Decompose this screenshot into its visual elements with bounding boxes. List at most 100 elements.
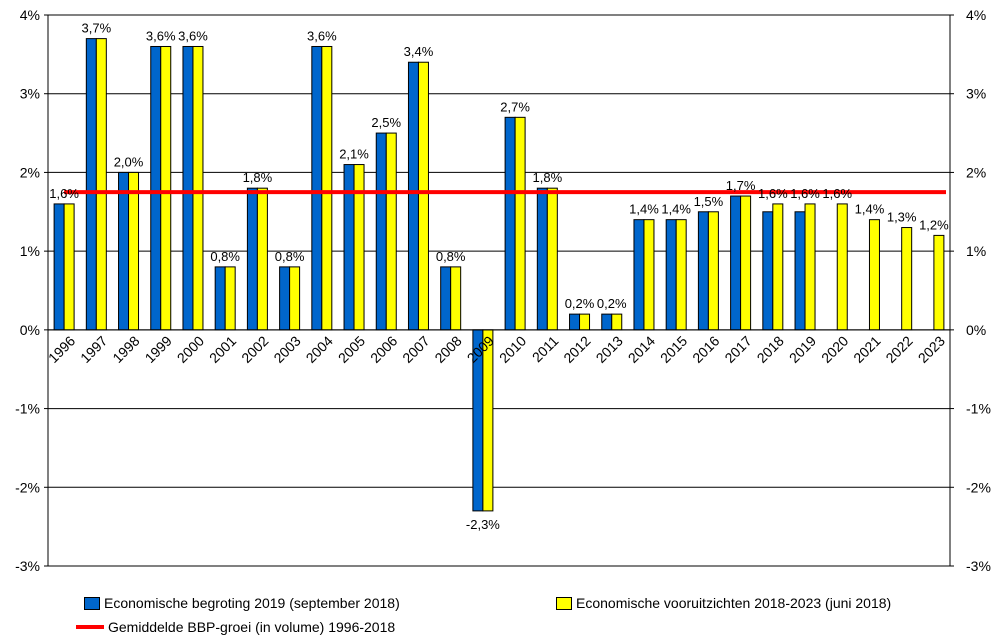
data-label: 1,6% bbox=[822, 186, 852, 201]
bar-series-2 bbox=[192, 45, 204, 331]
x-tick-label: 2000 bbox=[174, 333, 207, 366]
legend-item-series-2: Economische vooruitzichten 2018-2023 (ju… bbox=[556, 595, 891, 611]
bar-series-1 bbox=[85, 38, 97, 331]
x-tick-label: 2008 bbox=[431, 333, 464, 366]
data-label: 1,8% bbox=[533, 170, 563, 185]
y-tick-label-right: 0% bbox=[966, 322, 986, 338]
data-label: 0,8% bbox=[275, 249, 305, 264]
bar-series-2 bbox=[707, 211, 719, 331]
x-tick-label: 2006 bbox=[367, 333, 400, 366]
bar-series-1 bbox=[279, 266, 291, 331]
x-tick-label: 1997 bbox=[77, 333, 110, 366]
y-tick-label-right: 3% bbox=[966, 86, 986, 102]
bar-series-2 bbox=[740, 195, 752, 331]
legend-swatch-series-1 bbox=[84, 596, 100, 610]
x-tick-label: 2017 bbox=[721, 333, 754, 366]
legend-swatch-series-2 bbox=[556, 596, 572, 610]
y-tick-label-left: 1% bbox=[20, 243, 40, 259]
x-tick-label: 2001 bbox=[206, 333, 239, 366]
bar-series-2 bbox=[546, 187, 558, 331]
x-tick-label: 2014 bbox=[625, 333, 658, 366]
data-label: 1,4% bbox=[629, 202, 659, 217]
x-tick-label: 2004 bbox=[303, 333, 336, 366]
data-label: -2,3% bbox=[466, 517, 500, 532]
bar-series-2 bbox=[482, 329, 494, 512]
data-label: 3,4% bbox=[404, 44, 434, 59]
data-label: 0,2% bbox=[597, 296, 627, 311]
data-label: 1,5% bbox=[694, 194, 724, 209]
bar-series-1 bbox=[407, 61, 419, 331]
data-label: 1,2% bbox=[919, 217, 949, 232]
bar-series-2 bbox=[675, 219, 687, 331]
bar-series-2 bbox=[417, 61, 429, 331]
data-label: 2,7% bbox=[500, 99, 530, 114]
x-tick-label: 2011 bbox=[529, 333, 562, 366]
data-label: 3,6% bbox=[307, 28, 337, 43]
bar-series-2 bbox=[353, 164, 365, 331]
x-tick-label: 2015 bbox=[657, 333, 690, 366]
bar-series-1 bbox=[343, 164, 355, 331]
x-tick-label: 1998 bbox=[109, 333, 142, 366]
legend-item-average: Gemiddelde BBP-groei (in volume) 1996-20… bbox=[76, 619, 395, 635]
data-label: 3,6% bbox=[178, 28, 208, 43]
x-tick-label: 2013 bbox=[593, 333, 626, 366]
x-tick-label: 2022 bbox=[882, 333, 915, 366]
bar-series-2 bbox=[256, 187, 268, 331]
axes bbox=[47, 15, 951, 566]
data-label: 1,4% bbox=[661, 202, 691, 217]
data-label: 1,4% bbox=[855, 202, 885, 217]
y-tick-label-right: 1% bbox=[966, 243, 986, 259]
x-tick-label: 2012 bbox=[560, 333, 593, 366]
data-label: 0,8% bbox=[436, 249, 466, 264]
bar-series-1 bbox=[311, 45, 323, 331]
data-label: 2,5% bbox=[371, 115, 401, 130]
bar-series-2 bbox=[385, 132, 397, 331]
data-label: 1,3% bbox=[887, 210, 917, 225]
bar-series-2 bbox=[643, 219, 655, 331]
bar-series-2 bbox=[514, 116, 526, 331]
data-labels: 1,6%3,7%2,0%3,6% 3,6%0,8%1,8%0,8%3,6%2,1%… bbox=[49, 21, 949, 532]
bar-series-1 bbox=[794, 211, 806, 331]
bar-series-2 bbox=[128, 171, 140, 331]
bar-series-1 bbox=[504, 116, 516, 331]
bar-series-1 bbox=[182, 45, 194, 331]
data-label: 1,7% bbox=[726, 178, 756, 193]
legend-label-series-1: Economische begroting 2019 (september 20… bbox=[104, 595, 400, 611]
bar-series-2 bbox=[289, 266, 301, 331]
bar-series-2 bbox=[63, 203, 75, 331]
data-label: 2,1% bbox=[339, 147, 369, 162]
data-label: 3,6% bbox=[146, 28, 176, 43]
bar-series-1 bbox=[730, 195, 742, 331]
bar-series-2 bbox=[772, 203, 784, 331]
legend-item-series-1: Economische begroting 2019 (september 20… bbox=[84, 595, 400, 611]
x-tick-label: 2019 bbox=[786, 333, 819, 366]
bar-series-2 bbox=[224, 266, 236, 331]
x-tick-label: 2002 bbox=[238, 333, 271, 366]
x-tick-label: 2023 bbox=[915, 333, 948, 366]
y-tick-label-right: -1% bbox=[966, 401, 991, 417]
bar-series-1 bbox=[440, 266, 452, 331]
bar-series-2 bbox=[579, 313, 591, 331]
bar-series-2 bbox=[868, 219, 880, 331]
y-tick-label-left: -2% bbox=[15, 479, 40, 495]
bar-series-2 bbox=[804, 203, 816, 331]
bar-series-1 bbox=[601, 313, 613, 331]
y-tick-label-right: 4% bbox=[966, 7, 986, 23]
bar-series-1 bbox=[665, 219, 677, 331]
bar-series-2 bbox=[933, 234, 945, 331]
data-label: 0,2% bbox=[565, 296, 595, 311]
data-label: 0,8% bbox=[210, 249, 240, 264]
x-tick-label: 2021 bbox=[850, 333, 883, 366]
y-tick-label-left: 3% bbox=[20, 86, 40, 102]
legend-label-series-2: Economische vooruitzichten 2018-2023 (ju… bbox=[576, 595, 892, 611]
data-label: 2,0% bbox=[114, 154, 144, 169]
data-label: 1,6% bbox=[49, 186, 79, 201]
bar-series-2 bbox=[95, 38, 107, 331]
bar-series-1 bbox=[53, 203, 65, 331]
bar-series-2 bbox=[450, 266, 462, 331]
x-tick-label: 1996 bbox=[45, 333, 78, 366]
x-tick-label: 2020 bbox=[818, 333, 851, 366]
data-label: 1,8% bbox=[243, 170, 273, 185]
bars bbox=[53, 38, 945, 512]
